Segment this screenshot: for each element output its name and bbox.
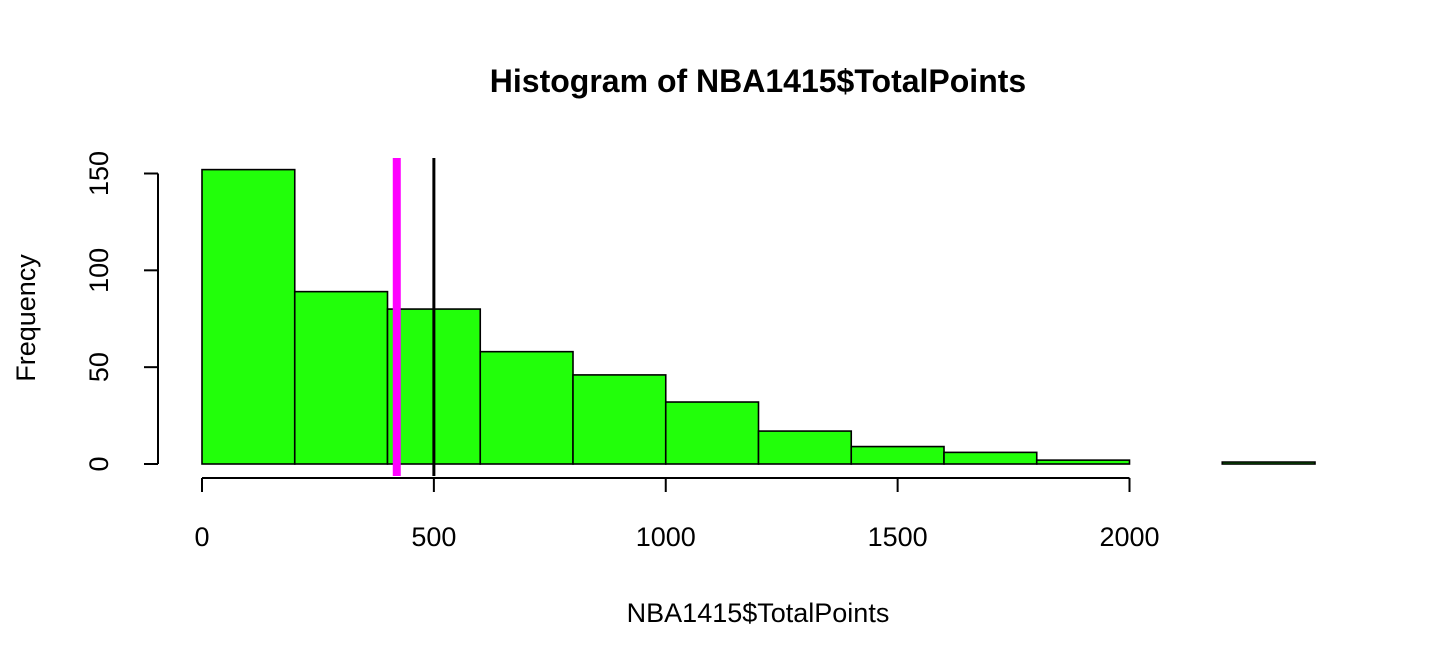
- x-tick-label: 0: [194, 522, 209, 552]
- x-axis: 0 500 1000 1500 2000: [194, 477, 1160, 552]
- x-tick-label: 500: [411, 522, 456, 552]
- histogram-bar: [943, 451, 1038, 465]
- y-axis-label: Frequency: [11, 254, 41, 382]
- histogram-bar: [201, 168, 296, 465]
- y-tick-label: 100: [84, 248, 114, 293]
- histogram-bar: [757, 430, 853, 465]
- x-tick-label: 2000: [1099, 522, 1159, 552]
- histogram-bar: [1221, 461, 1316, 465]
- reference-lines-group: [392, 158, 436, 476]
- x-tick-label: 1500: [868, 522, 928, 552]
- y-axis: 0 50 100 150: [84, 151, 159, 472]
- y-tick-label: 150: [84, 151, 114, 196]
- x-tick-label: 1000: [636, 522, 696, 552]
- histogram-bar: [1035, 459, 1131, 465]
- histogram-bar: [479, 350, 574, 465]
- y-tick-label: 0: [84, 456, 114, 471]
- histogram-bar: [664, 401, 760, 465]
- bars-group: [201, 168, 1316, 465]
- histogram-bar: [572, 374, 667, 465]
- y-tick-label: 50: [84, 352, 114, 382]
- chart-title: Histogram of NBA1415$TotalPoints: [490, 63, 1026, 99]
- histogram-bar: [293, 290, 389, 465]
- histogram-bar: [850, 445, 945, 465]
- x-axis-label: NBA1415$TotalPoints: [627, 598, 890, 628]
